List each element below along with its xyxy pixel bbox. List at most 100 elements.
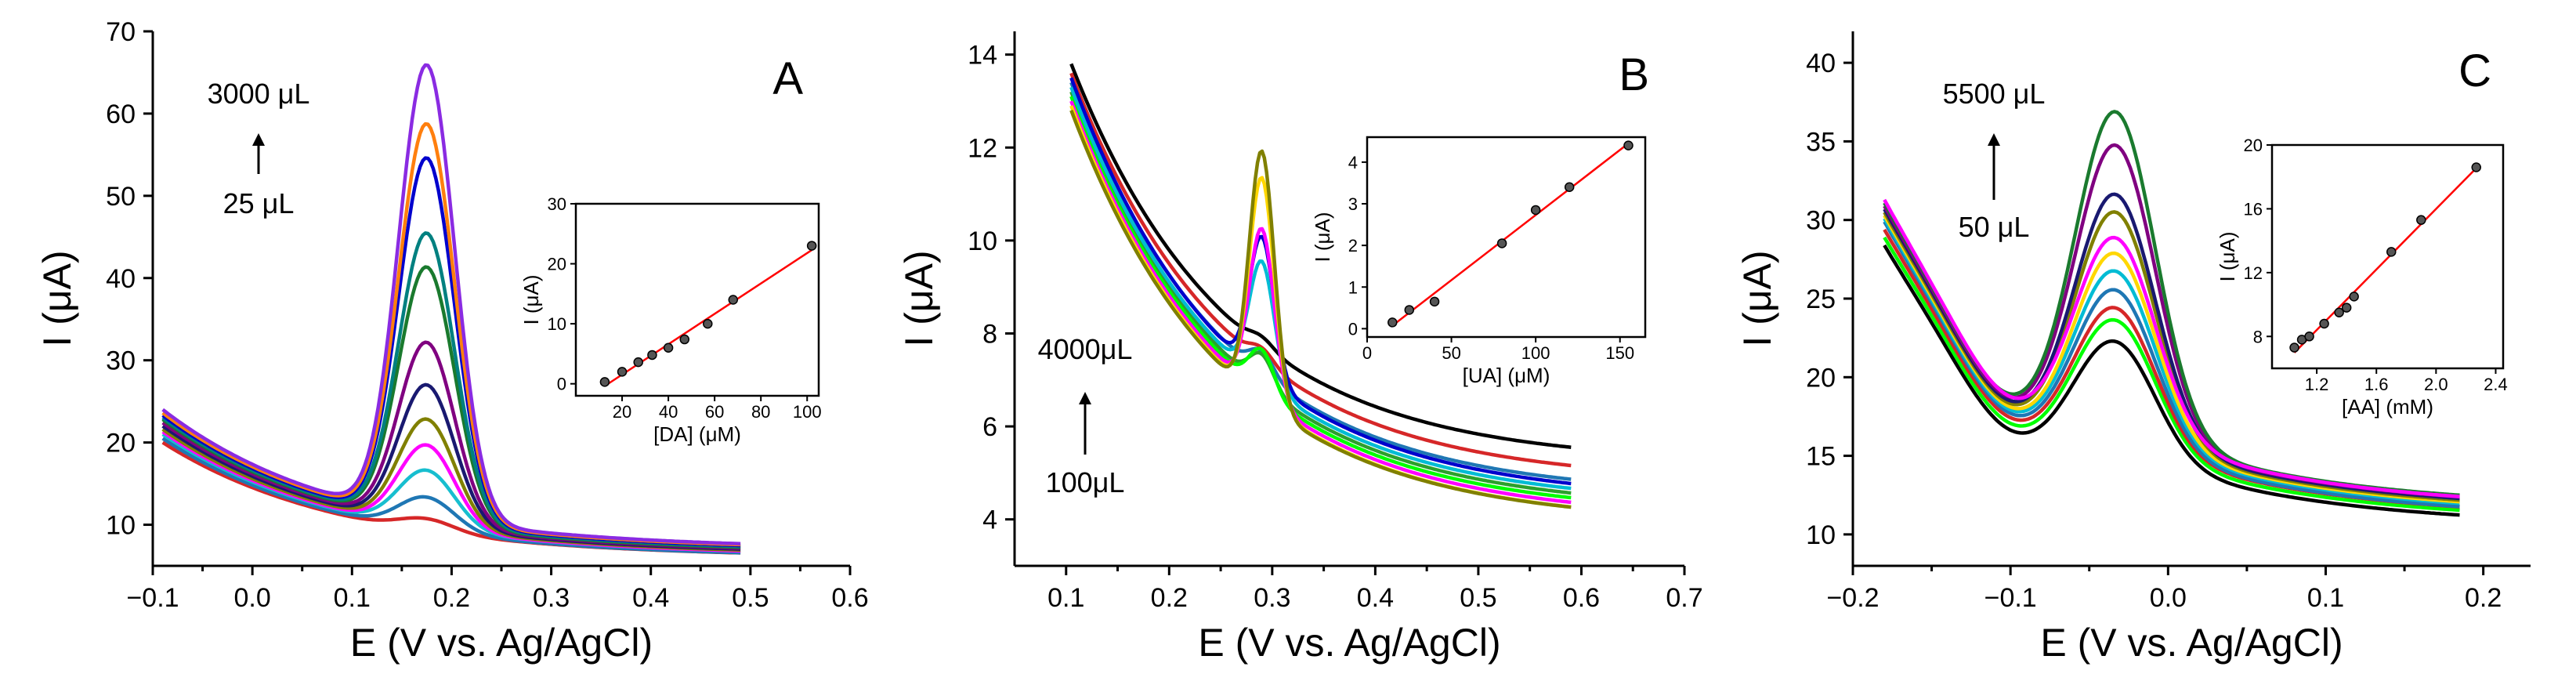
y-axis-label: I (μA) <box>897 250 941 346</box>
inset-data-point <box>2341 303 2352 313</box>
annotation-bottom: 100μL <box>1046 466 1125 498</box>
panel-c: −0.2 −0.1 0.0 0.1 0.2 10 15 20 25 30 35 40 E (V vs. … <box>1735 31 2531 665</box>
voltammogram-curve-2 <box>1883 236 2460 513</box>
inset-data-point <box>1404 305 1415 315</box>
x-tick-label: 0.7 <box>1666 583 1702 613</box>
y-tick-label: 14 <box>968 41 997 71</box>
voltammogram-curve-4 <box>1883 220 2460 509</box>
arrow-up-icon <box>1079 392 1091 404</box>
y-tick-label: 12 <box>968 133 997 163</box>
y-tick-label: 25 <box>1806 284 1836 314</box>
inset-y-tick-label: 20 <box>2244 136 2263 155</box>
x-tick-label: 0.6 <box>831 583 868 613</box>
x-axis-label: E (V vs. Ag/AgCl) <box>1198 621 1500 665</box>
voltammogram-curve-12 <box>161 63 741 545</box>
inset-y-tick-label: 0 <box>557 375 566 394</box>
x-tick-label: 0.2 <box>1151 583 1188 613</box>
inset-x-tick-label: 2.0 <box>2424 375 2448 394</box>
x-tick-label: 0.2 <box>433 583 470 613</box>
x-tick-label: 0.6 <box>1563 583 1600 613</box>
y-tick-label: 10 <box>1806 520 1836 550</box>
inset-data-point <box>2386 247 2397 257</box>
inset-frame <box>2270 143 2505 370</box>
inset-y-label: I (μA) <box>1311 212 1334 262</box>
inset-fit-line <box>1391 143 1630 327</box>
y-tick-label: 10 <box>968 226 997 256</box>
y-tick-label: 20 <box>1806 363 1836 393</box>
y-tick-label: 4 <box>982 506 997 535</box>
inset-data-point <box>2304 332 2314 342</box>
y-tick-label: 50 <box>106 182 136 212</box>
inset-x-label: [AA] (mM) <box>2342 395 2433 419</box>
x-tick-label: 0.2 <box>2465 583 2502 613</box>
inset-data-point <box>1564 182 1575 192</box>
inset-y-label: I (μA) <box>2216 231 2239 281</box>
arrow-up-icon <box>1988 133 2000 146</box>
inset-x-tick-label: 80 <box>751 402 770 422</box>
y-tick-label: 30 <box>1806 206 1836 236</box>
voltammogram-curve-2 <box>1069 72 1572 468</box>
x-tick-label: 0.5 <box>732 583 769 613</box>
y-tick-label: 30 <box>106 346 136 376</box>
y-axis-label: I (μA) <box>35 250 79 346</box>
voltammogram-curve-7 <box>1069 77 1572 486</box>
inset-data-point <box>1496 238 1507 248</box>
inset-y-tick-label: 3 <box>1348 194 1358 214</box>
x-tick-label: 0.3 <box>1254 583 1290 613</box>
inset-x-tick-label: 100 <box>1521 343 1550 363</box>
inset-x-tick-label: 1.2 <box>2305 375 2329 394</box>
y-tick-label: 10 <box>106 511 136 541</box>
x-tick-label: 0.1 <box>2307 583 2344 613</box>
inset-y-tick-label: 1 <box>1348 277 1358 297</box>
y-tick-label: 70 <box>106 17 136 47</box>
inset-y-tick-label: 8 <box>2253 327 2263 346</box>
x-axis-label: E (V vs. Ag/AgCl) <box>350 621 653 665</box>
annotation-bottom: 25 μL <box>223 187 295 219</box>
annotation-bottom: 50 μL <box>1959 211 2030 243</box>
x-tick-label: 0.1 <box>334 583 371 613</box>
inset-y-tick-label: 10 <box>548 314 566 334</box>
inset-data-point <box>617 367 628 377</box>
y-tick-label: 35 <box>1806 127 1836 157</box>
inset-x-tick-label: 50 <box>1442 343 1460 363</box>
inset-data-point <box>728 295 739 305</box>
inset-y-tick-label: 2 <box>1348 236 1358 255</box>
curves-group <box>1883 110 2460 517</box>
x-tick-label: 0.0 <box>234 583 271 613</box>
x-tick-label: 0.4 <box>1357 583 1394 613</box>
inset-data-point <box>1387 317 1398 328</box>
x-tick-label: −0.1 <box>126 583 179 613</box>
x-tick-label: 0.1 <box>1047 583 1084 613</box>
inset-data-point <box>2349 292 2359 302</box>
inset-data-point <box>703 318 713 329</box>
panel-label: C <box>2458 45 2491 96</box>
x-tick-label: −0.1 <box>1984 583 2037 613</box>
inset-data-point <box>1530 205 1541 216</box>
y-tick-label: 40 <box>1806 49 1836 78</box>
y-axis-label: I (μA) <box>1735 250 1779 346</box>
inset-x-label: [UA] (μM) <box>1463 364 1550 387</box>
annotation-top: 5500 μL <box>1943 78 2046 110</box>
curves-group <box>1069 63 1572 509</box>
y-tick-label: 8 <box>982 319 997 349</box>
inset-y-tick-label: 20 <box>548 255 566 274</box>
voltammogram-curve-2 <box>161 437 741 555</box>
x-tick-label: −0.2 <box>1826 583 1879 613</box>
annotation-top: 4000μL <box>1038 333 1133 365</box>
inset-data-point <box>2289 342 2299 353</box>
inset-x-tick-label: 100 <box>793 402 822 422</box>
inset-frame <box>574 202 820 397</box>
inset-x-tick-label: 40 <box>659 402 678 422</box>
voltammogram-curve-3 <box>161 433 741 553</box>
y-tick-label: 15 <box>1806 442 1836 472</box>
inset-x-tick-label: 2.4 <box>2484 375 2508 394</box>
inset-y-tick-label: 12 <box>2244 263 2263 283</box>
x-tick-label: 0.0 <box>2150 583 2187 613</box>
voltammogram-curve-1 <box>1069 63 1572 449</box>
inset-y-tick-label: 0 <box>1348 319 1358 339</box>
voltammogram-curve-1 <box>1883 244 2460 517</box>
inset-data-point <box>1429 296 1440 307</box>
inset-y-label: I (μA) <box>519 274 543 324</box>
inset-data-point <box>806 241 817 251</box>
